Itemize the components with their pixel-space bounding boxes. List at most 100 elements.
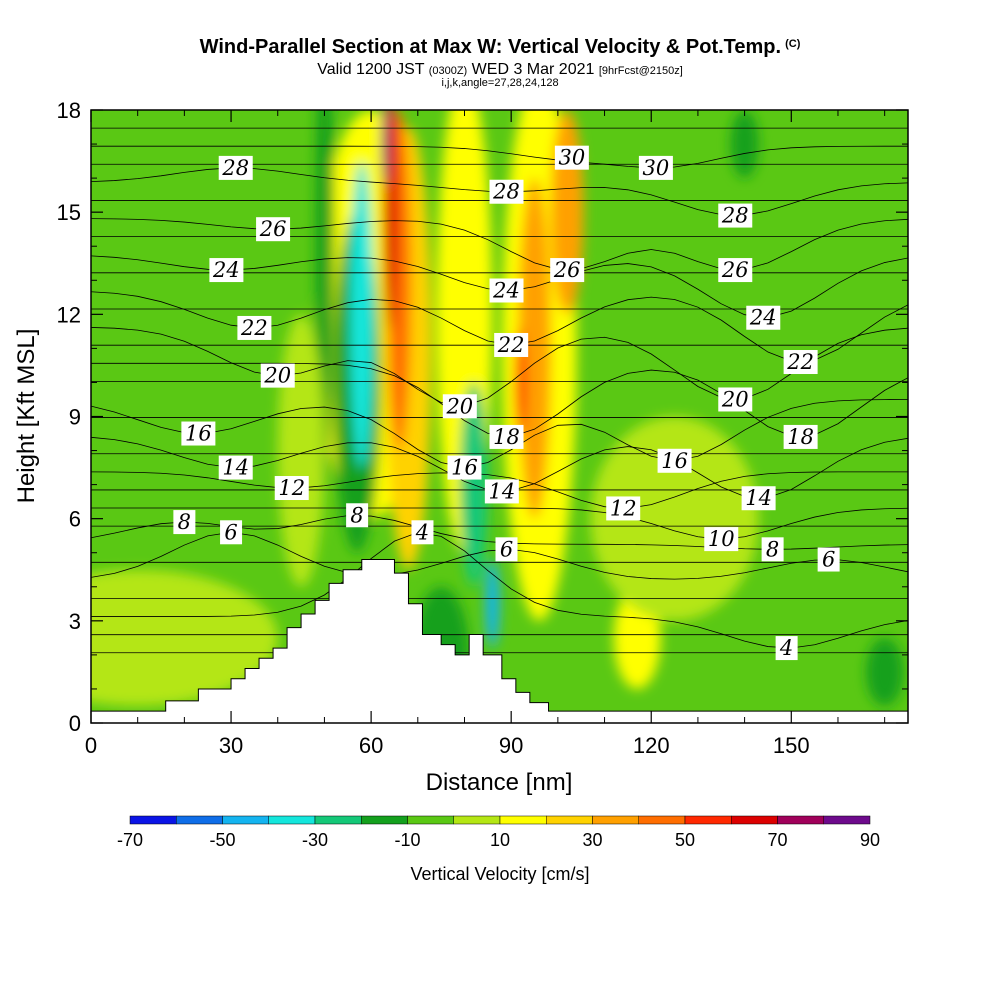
theta-contour-label: 20 (442, 394, 477, 419)
theta-label-text: 28 (721, 204, 749, 228)
theta-contour-label: 20 (260, 363, 295, 388)
y-tick-label: 0 (69, 711, 81, 736)
theta-label-text: 22 (240, 316, 268, 340)
grid-info: i,j,k,angle=27,28,24,128 (441, 77, 559, 89)
colorbar-tick-label: -10 (394, 830, 420, 850)
theta-label-text: 28 (221, 156, 249, 180)
theta-label-text: 16 (185, 422, 212, 446)
theta-label-box (173, 510, 196, 535)
theta-contour-label: 26 (718, 258, 753, 283)
theta-label-box (783, 350, 818, 375)
theta-label-text: 24 (749, 306, 777, 330)
colorbar-swatch (361, 815, 408, 825)
theta-label-box (746, 305, 781, 330)
theta-label-text: 26 (259, 217, 287, 241)
theta-label-box (704, 527, 739, 552)
theta-label-text: 6 (500, 537, 513, 561)
y-tick-label: 18 (57, 98, 81, 123)
x-tick-label: 120 (633, 733, 670, 758)
theta-contour-line (91, 399, 908, 468)
theta-contour-label: 28 (218, 155, 253, 180)
theta-contour-label: 16 (657, 448, 692, 473)
theta-label-text: 30 (558, 146, 585, 170)
theta-label-text: 4 (779, 636, 793, 660)
chart-title-text: Wind-Parallel Section at Max W: Vertical… (199, 36, 782, 58)
theta-label-text: 22 (497, 333, 525, 357)
chart-title: Wind-Parallel Section at Max W: Vertical… (0, 36, 1000, 59)
colorbar-swatch (453, 815, 501, 825)
theta-label-box (447, 455, 482, 480)
theta-label-box (209, 258, 244, 283)
theta-contour-label: 14 (218, 455, 253, 480)
y-tick-label: 3 (69, 609, 81, 634)
theta-contour-label: 8 (346, 503, 369, 528)
theta-label-text: 12 (278, 476, 305, 500)
colorbar-tick-label: 70 (767, 830, 787, 850)
theta-label-text: 16 (451, 456, 478, 480)
theta-contour-label: 12 (274, 476, 309, 501)
colorbar-tick-label: -50 (209, 830, 235, 850)
velocity-feature (518, 178, 551, 519)
theta-label-box (657, 448, 692, 473)
colorbar-swatch (823, 815, 871, 825)
y-tick-label: 12 (57, 302, 81, 327)
y-tick-label: 9 (69, 405, 81, 430)
colorbar-tick-label: 90 (860, 830, 880, 850)
theta-label-box (346, 503, 369, 528)
theta-contour-label: 14 (741, 486, 776, 511)
theta-label-text: 24 (492, 278, 520, 302)
theta-label-text: 14 (745, 486, 772, 510)
theta-label-box (495, 537, 518, 562)
theta-contour-label: 22 (494, 332, 529, 357)
theta-label-box (817, 547, 840, 572)
theta-label-box (489, 424, 524, 449)
colorbar-tick-label: 10 (490, 830, 510, 850)
theta-label-box (218, 155, 253, 180)
colorbar-swatch (546, 815, 593, 825)
theta-label-box (220, 520, 243, 545)
theta-contour-label: 16 (447, 455, 482, 480)
theta-contour-label: 30 (638, 155, 673, 180)
theta-label-box (550, 258, 585, 283)
theta-contour-line (91, 471, 908, 509)
theta-contour-label: 18 (783, 424, 818, 449)
theta-contour-line (91, 145, 908, 169)
colorbar-swatch (129, 815, 177, 825)
velocity-feature (350, 161, 374, 468)
colorbar-swatch (176, 815, 223, 825)
theta-contour-label: 14 (484, 479, 519, 504)
forecast-info: [9hrFcst@2150z] (598, 65, 683, 77)
theta-contour-line (91, 507, 908, 540)
y-tick-label: 15 (57, 200, 81, 225)
colorbar-swatch (684, 815, 732, 825)
theta-contour-label: 4 (775, 636, 798, 661)
theta-label-box (181, 421, 216, 446)
theta-contour-label: 12 (606, 496, 641, 521)
colorbar-swatch (268, 815, 316, 825)
theta-label-text: 16 (661, 449, 688, 473)
theta-label-text: 14 (222, 456, 249, 480)
valid-date: WED 3 Mar 2021 (471, 61, 595, 78)
x-tick-label: 60 (359, 733, 383, 758)
colorbar-swatch (592, 815, 639, 825)
velocity-feature (730, 110, 759, 179)
theta-label-box (484, 479, 519, 504)
theta-label-text: 18 (787, 425, 814, 449)
colorbar-swatch (638, 815, 686, 825)
velocity-feature (91, 569, 278, 706)
theta-label-box (274, 476, 309, 501)
theta-contour-label: 6 (220, 520, 243, 545)
theta-contour-label: 26 (256, 217, 291, 242)
x-tick-label: 90 (499, 733, 523, 758)
theta-label-box (489, 278, 524, 303)
theta-label-box (638, 155, 673, 180)
velocity-feature (277, 314, 325, 587)
theta-label-text: 4 (415, 520, 429, 544)
theta-label-box (489, 179, 524, 204)
theta-label-text: 18 (493, 425, 520, 449)
colorbar-title: Vertical Velocity [cm/s] (410, 864, 589, 884)
theta-label-text: 26 (553, 258, 581, 282)
theta-contour-label: 8 (173, 510, 196, 535)
theta-contour-label: 8 (761, 537, 784, 562)
